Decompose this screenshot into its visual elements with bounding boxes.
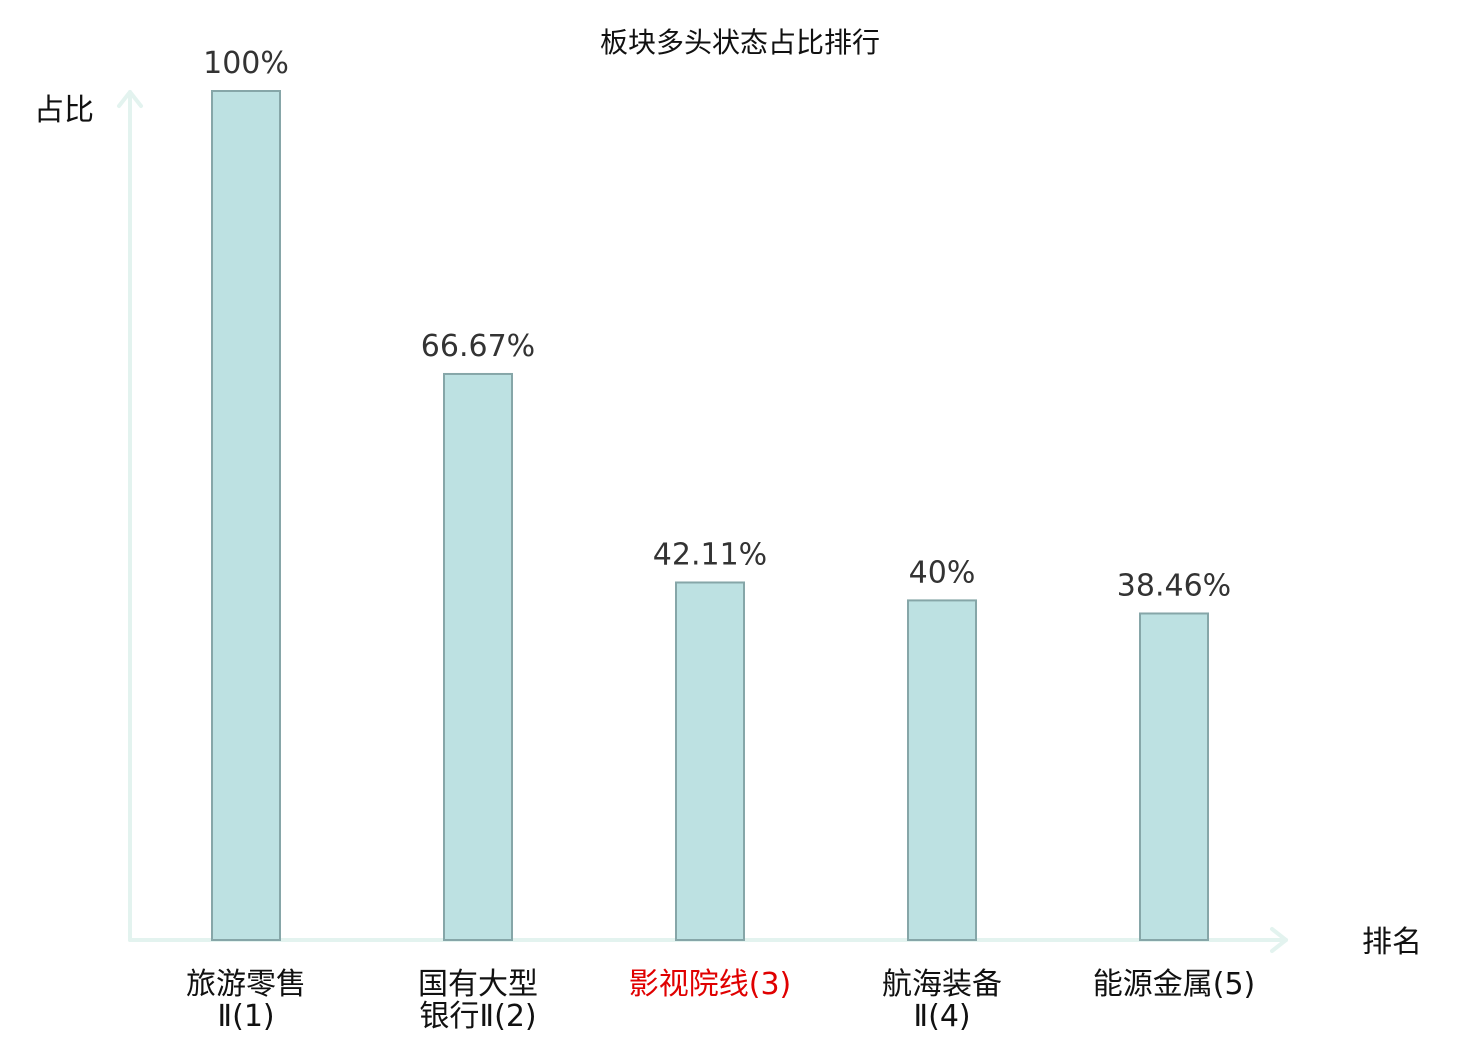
bar-3: [675, 581, 745, 941]
value-label-5: 38.46%: [1117, 568, 1231, 603]
category-label-line: Ⅱ(4): [913, 999, 970, 1034]
category-label-line: 航海装备: [882, 967, 1002, 1002]
category-label-line: 银行Ⅱ(2): [419, 999, 536, 1034]
category-label-1: 旅游零售 Ⅱ(1): [186, 967, 306, 1034]
category-labels-group: 旅游零售 Ⅱ(1) 国有大型银行Ⅱ(2) 影视院线(3) 航海装备 Ⅱ(4) 能源金属(5): [186, 967, 1255, 1034]
x-axis-label: 排名: [1362, 925, 1422, 960]
category-label-3: 影视院线(3): [629, 967, 792, 1002]
category-label-line: 旅游零售: [186, 967, 306, 1002]
bar-4: [907, 599, 977, 942]
category-label-line: 能源金属(5): [1093, 967, 1256, 1002]
category-label-line: 影视院线(3): [629, 967, 792, 1002]
bars-group: [211, 90, 1209, 942]
category-label-line: 国有大型: [418, 967, 538, 1002]
x-axis-arrow-icon: [1270, 927, 1288, 953]
value-label-2: 66.67%: [421, 329, 535, 364]
chart-title: 板块多头状态占比排行: [600, 26, 880, 59]
bar-5: [1139, 612, 1209, 941]
category-label-4: 航海装备 Ⅱ(4): [882, 967, 1002, 1034]
category-label-line: Ⅱ(1): [217, 999, 274, 1034]
bar-2: [443, 372, 513, 942]
value-labels-group: 100% 66.67% 42.11% 40% 38.46%: [203, 46, 1231, 603]
category-label-2: 国有大型银行Ⅱ(2): [418, 967, 538, 1034]
x-axis: 排名: [128, 925, 1422, 960]
value-label-4: 40%: [909, 555, 976, 590]
y-axis-arrow-icon: [117, 90, 143, 108]
y-axis: 占比: [34, 90, 143, 942]
value-label-3: 42.11%: [653, 537, 767, 572]
bar-1: [211, 90, 281, 941]
value-label-1: 100%: [203, 46, 289, 81]
y-axis-label: 占比: [34, 93, 94, 128]
category-label-5: 能源金属(5): [1093, 967, 1256, 1002]
